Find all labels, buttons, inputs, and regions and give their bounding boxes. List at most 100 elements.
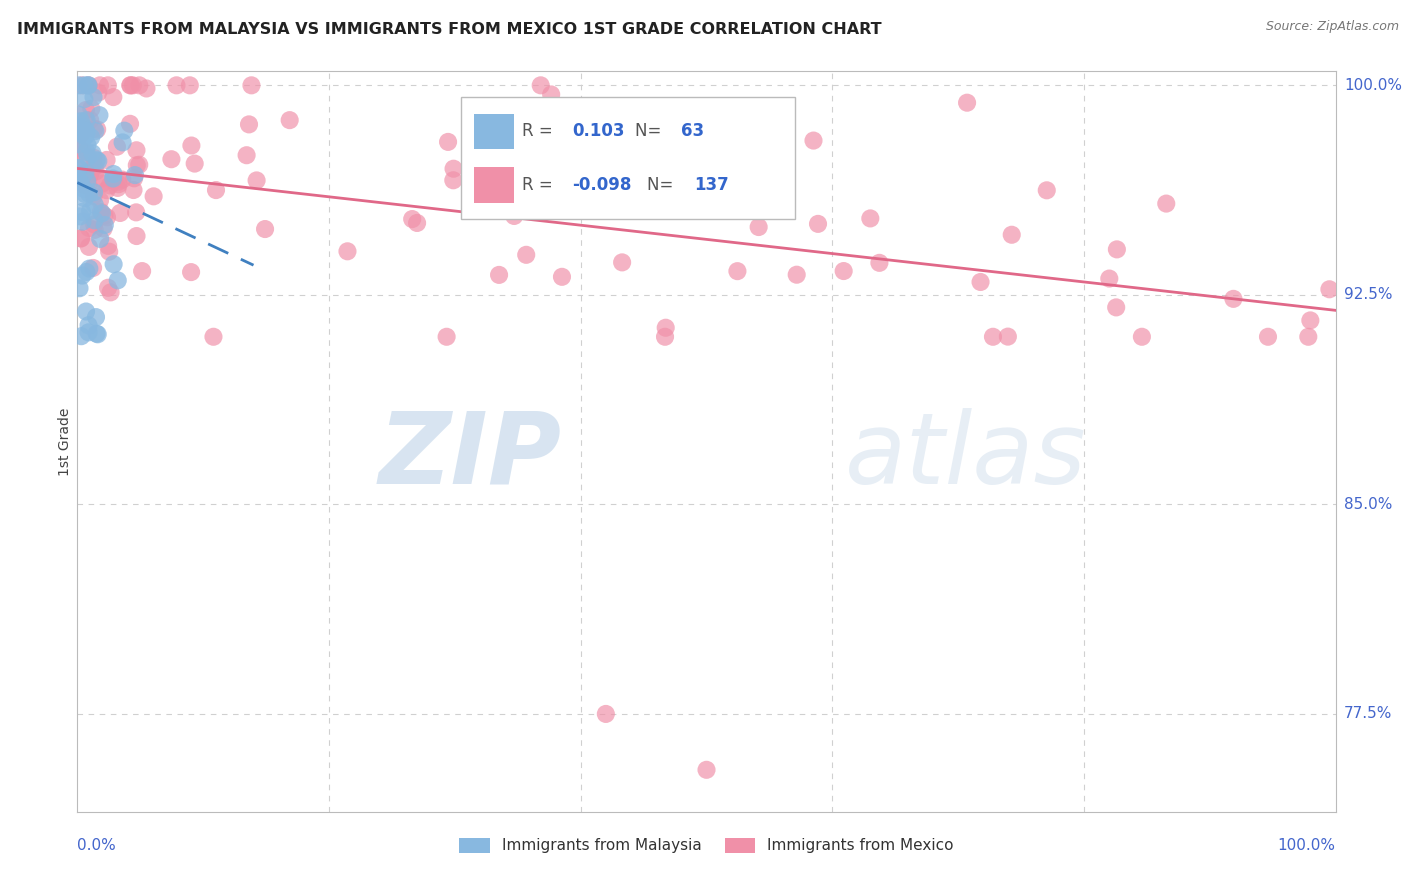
Point — [84, 164, 107, 178]
Point — [278, 113, 301, 128]
Point — [1105, 301, 1128, 315]
Point — [83, 160, 105, 174]
Point — [128, 78, 150, 93]
Point — [103, 167, 125, 181]
Point — [406, 216, 429, 230]
Point — [86, 326, 108, 341]
Point — [238, 117, 260, 131]
Point — [120, 78, 142, 93]
Text: 92.5%: 92.5% — [1344, 287, 1392, 302]
Point — [94, 218, 117, 232]
Point — [807, 217, 830, 231]
Point — [135, 81, 157, 95]
Point — [77, 240, 100, 254]
Point — [103, 257, 125, 271]
Point — [79, 164, 101, 178]
Point — [108, 206, 131, 220]
Point — [82, 260, 104, 275]
Point — [1299, 313, 1322, 327]
Point — [103, 90, 125, 104]
Point — [70, 268, 93, 283]
Text: 63: 63 — [682, 122, 704, 140]
Text: atlas: atlas — [845, 408, 1087, 505]
Point — [125, 158, 148, 172]
Point — [70, 125, 93, 139]
Point — [77, 78, 100, 93]
Point — [530, 78, 553, 93]
Point — [77, 326, 100, 340]
Y-axis label: 1st Grade: 1st Grade — [58, 408, 72, 475]
Point — [725, 264, 748, 278]
Point — [786, 268, 808, 282]
Point — [67, 78, 90, 93]
Point — [605, 198, 627, 212]
Point — [75, 124, 97, 138]
Point — [67, 137, 90, 152]
Point — [83, 186, 105, 200]
Point — [503, 209, 526, 223]
Point — [748, 220, 770, 235]
Point — [551, 269, 574, 284]
Text: 0.103: 0.103 — [572, 122, 624, 140]
Point — [401, 212, 423, 227]
Point — [125, 205, 148, 219]
Point — [441, 173, 464, 187]
Text: 100.0%: 100.0% — [1278, 838, 1336, 853]
Point — [647, 202, 669, 217]
Point — [131, 264, 153, 278]
Point — [90, 171, 112, 186]
Point — [69, 281, 91, 295]
Point — [97, 281, 120, 295]
Point — [83, 151, 105, 165]
Point — [96, 211, 118, 225]
Text: 0.0%: 0.0% — [77, 838, 117, 853]
Point — [540, 87, 562, 102]
Text: Source: ZipAtlas.com: Source: ZipAtlas.com — [1265, 20, 1399, 33]
Point — [595, 706, 617, 721]
Point — [1130, 330, 1153, 344]
Point — [93, 209, 115, 223]
Point — [93, 221, 115, 235]
Point — [67, 174, 90, 188]
Point — [69, 128, 91, 143]
Point — [125, 143, 148, 157]
Text: 137: 137 — [695, 177, 728, 194]
Point — [436, 330, 458, 344]
Point — [120, 78, 142, 93]
Point — [75, 129, 97, 144]
Point — [437, 135, 460, 149]
Point — [86, 153, 108, 168]
Point — [77, 318, 100, 333]
Point — [107, 181, 129, 195]
Point — [868, 256, 890, 270]
Point — [83, 197, 105, 211]
Point — [1035, 183, 1057, 197]
Point — [100, 285, 122, 300]
Point — [336, 244, 359, 259]
Point — [82, 161, 104, 176]
Point — [79, 203, 101, 218]
Point — [67, 107, 90, 121]
Point — [89, 232, 111, 246]
Legend: Immigrants from Malaysia, Immigrants from Mexico: Immigrants from Malaysia, Immigrants fro… — [453, 831, 960, 860]
Point — [76, 138, 98, 153]
Text: 85.0%: 85.0% — [1344, 497, 1392, 512]
Point — [246, 173, 269, 187]
Point — [98, 178, 121, 193]
Text: N=: N= — [634, 122, 666, 140]
Text: R =: R = — [522, 122, 558, 140]
Point — [84, 124, 107, 138]
Point — [89, 78, 111, 93]
Point — [77, 78, 100, 93]
Point — [654, 320, 676, 334]
Point — [76, 125, 98, 139]
Point — [515, 248, 537, 262]
Point — [75, 145, 97, 159]
Point — [89, 194, 111, 208]
Point — [121, 78, 143, 93]
Point — [101, 171, 124, 186]
Text: ZIP: ZIP — [378, 408, 562, 505]
Point — [84, 310, 107, 325]
Point — [610, 255, 633, 269]
Point — [67, 140, 90, 154]
